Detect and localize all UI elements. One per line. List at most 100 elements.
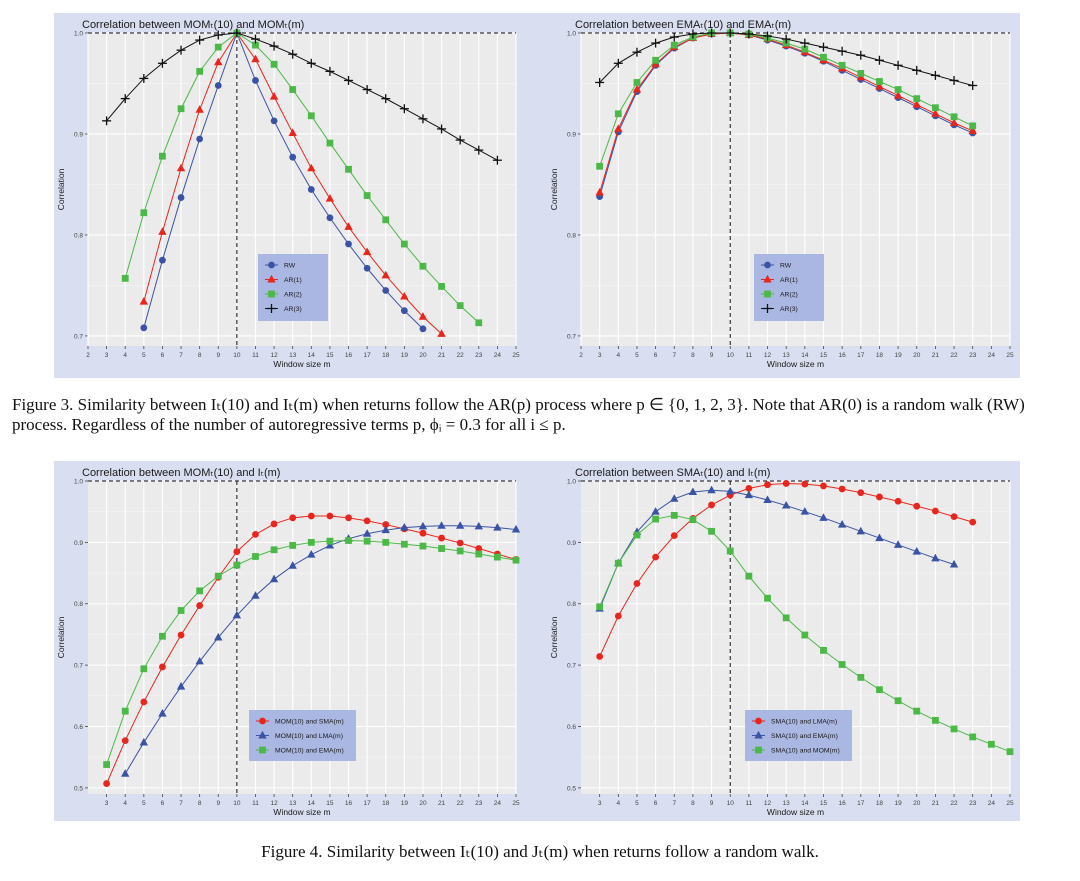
- x-tick-label: 15: [326, 800, 334, 807]
- series-sma-10-and-mom-m: [596, 511, 1014, 756]
- data-point: [289, 153, 297, 161]
- data-point: [213, 30, 223, 40]
- data-point: [326, 537, 334, 545]
- data-point: [764, 594, 771, 602]
- x-tick-label: 7: [179, 800, 183, 807]
- data-point: [419, 542, 427, 550]
- data-point: [288, 561, 297, 569]
- data-point: [726, 547, 734, 555]
- data-point: [270, 60, 278, 68]
- data-point: [252, 41, 259, 49]
- data-point: [177, 607, 185, 614]
- x-tick-label: 17: [364, 800, 372, 807]
- data-point: [613, 58, 623, 68]
- data-point: [969, 733, 977, 741]
- data-point: [139, 73, 149, 83]
- data-point: [438, 283, 445, 290]
- legend-key-marker: [755, 717, 762, 725]
- data-point: [196, 135, 204, 143]
- data-point: [345, 537, 352, 544]
- data-point: [475, 319, 483, 327]
- x-tick-label: 16: [345, 800, 353, 807]
- data-point: [931, 507, 939, 515]
- data-point: [232, 610, 242, 619]
- data-point: [857, 673, 865, 681]
- data-point: [382, 216, 390, 224]
- data-point: [763, 31, 773, 41]
- x-tick-label: 15: [820, 800, 828, 807]
- data-point: [177, 631, 185, 639]
- data-point: [857, 489, 865, 497]
- data-point: [140, 698, 148, 706]
- y-tick-label: 0.9: [567, 131, 576, 138]
- data-point: [837, 519, 847, 528]
- data-point: [400, 307, 408, 315]
- data-point: [894, 86, 902, 93]
- y-tick-label: 0.7: [567, 663, 576, 670]
- data-point: [177, 105, 185, 113]
- x-tick-label: 23: [475, 352, 483, 359]
- data-point: [651, 38, 661, 48]
- data-point: [140, 324, 148, 332]
- y-tick-label: 0.8: [74, 601, 83, 608]
- legend-entry: AR(2): [284, 292, 302, 299]
- data-point: [437, 329, 446, 337]
- legend: RW AR(1) AR(2) AR(3): [258, 254, 328, 321]
- data-point: [856, 50, 866, 60]
- data-point: [269, 574, 279, 583]
- data-point: [874, 55, 884, 65]
- data-point: [345, 514, 352, 522]
- caption-label: Figure 4.: [261, 842, 323, 861]
- data-point: [987, 740, 995, 748]
- x-tick-label: 16: [839, 800, 847, 807]
- x-tick-label: 17: [857, 800, 865, 807]
- figure-4-charts: Correlation between MOMₜ(10) and Iₜ(m) 0.…: [56, 467, 1014, 817]
- figure-3-panel: Correlation between MOMₜ(10) and MOMₜ(m)…: [54, 13, 1020, 378]
- data-point: [437, 124, 447, 134]
- legend-entry: MOM(10) and EMA(m): [275, 748, 344, 755]
- data-point: [511, 524, 521, 533]
- data-point: [214, 82, 222, 89]
- data-point: [968, 126, 977, 134]
- data-point: [1006, 748, 1014, 756]
- data-point: [306, 58, 316, 68]
- x-tick-label: 21: [932, 800, 940, 807]
- x-tick-label: 8: [691, 800, 695, 807]
- data-point: [820, 53, 827, 61]
- data-point: [893, 60, 903, 70]
- data-point: [438, 545, 445, 552]
- data-point: [159, 632, 166, 640]
- data-point: [950, 513, 958, 520]
- x-tick-label: 4: [616, 800, 620, 807]
- x-tick-label: 3: [105, 800, 109, 807]
- data-point: [493, 553, 501, 561]
- legend: SMA(10) and LMA(m) SMA(10) and EMA(m) SMA(…: [745, 710, 852, 761]
- data-point: [745, 572, 753, 580]
- data-point: [307, 512, 315, 520]
- data-point: [782, 614, 790, 622]
- data-point: [382, 521, 390, 528]
- x-tick-label: 24: [494, 352, 502, 359]
- data-point: [252, 530, 259, 538]
- x-tick-label: 6: [161, 352, 165, 359]
- data-point: [930, 70, 940, 80]
- x-tick-label: 20: [419, 800, 427, 807]
- data-point: [838, 661, 846, 668]
- x-tick-label: 12: [764, 800, 772, 807]
- data-point: [475, 550, 483, 558]
- data-point: [633, 580, 641, 587]
- data-point: [455, 135, 465, 145]
- data-point: [596, 603, 604, 611]
- data-point: [912, 546, 921, 555]
- data-point: [950, 113, 958, 121]
- data-point: [894, 697, 902, 705]
- data-point: [838, 485, 846, 493]
- data-point: [252, 553, 259, 560]
- data-point: [418, 521, 428, 530]
- data-point: [949, 118, 959, 126]
- data-point: [362, 529, 372, 537]
- x-tick-label: 13: [783, 800, 791, 807]
- data-point: [233, 548, 241, 555]
- data-point: [800, 507, 810, 515]
- data-point: [652, 553, 660, 561]
